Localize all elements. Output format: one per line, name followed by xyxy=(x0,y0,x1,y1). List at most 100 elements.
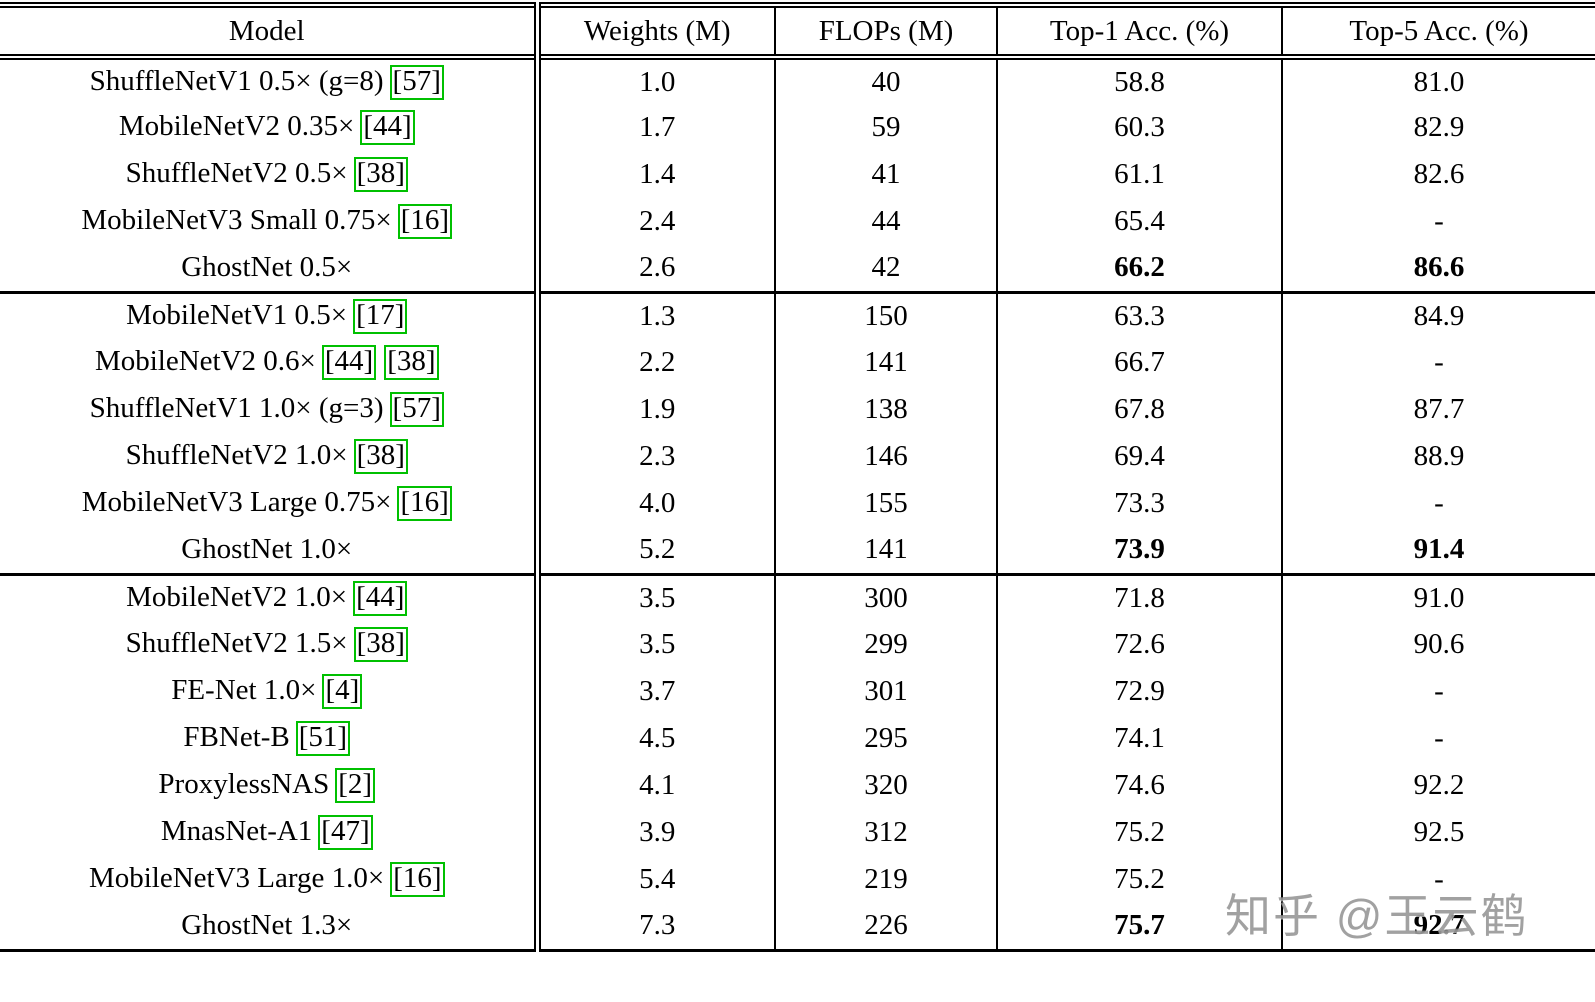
cell-weights: 2.3 xyxy=(537,433,776,480)
cell-top1-accuracy: 72.9 xyxy=(997,668,1283,715)
cell-top5-accuracy: 82.6 xyxy=(1413,158,1465,190)
citation-link[interactable]: [16] xyxy=(397,204,453,239)
cell-top5-accuracy: - xyxy=(1434,722,1444,754)
citation-link[interactable]: [57] xyxy=(389,392,444,427)
cell-model-name: MnasNet-A1 [47] xyxy=(0,809,541,856)
cell-top5-accuracy: 91.4 xyxy=(1413,533,1465,566)
model-name-text: ShuffleNetV2 1.0× xyxy=(125,439,348,471)
table-row: MobileNetV3 Large 0.75× [16] 4.0 155 73.3- xyxy=(0,480,1595,527)
cell-flops: 41 xyxy=(775,151,998,198)
citation-link[interactable]: [16] xyxy=(390,862,445,897)
citation-link[interactable]: [38] xyxy=(384,345,439,380)
model-name-text: FE-Net 1.0× xyxy=(171,674,317,706)
cell-top1-accuracy: 58.8 xyxy=(997,57,1283,104)
model-name-text: ShuffleNetV1 0.5× (g=8) xyxy=(89,64,384,97)
citation-link[interactable]: [47] xyxy=(318,815,373,850)
cell-weights: 1.9 xyxy=(537,386,776,433)
column-header: Top-1 Acc. (%) xyxy=(997,5,1283,57)
citation-link[interactable]: [38] xyxy=(353,439,408,474)
cell-weights: 3.5 xyxy=(537,621,776,668)
header-row: Model Weights (M) FLOPs (M) Top-1 Acc. (%) T… xyxy=(0,5,1595,57)
cell-weights: 7.3 xyxy=(537,903,776,950)
cell-top5-accuracy: 84.9 xyxy=(1413,299,1465,332)
cell-top1-accuracy: 74.6 xyxy=(997,762,1283,809)
cell-model-name: ShuffleNetV1 1.0× (g=3) [57] xyxy=(0,386,541,433)
table-group: MobileNetV2 1.0× [44] 3.5 300 71.8 91.0 Shuffl… xyxy=(0,574,1595,950)
cell-top5-accuracy: 92.2 xyxy=(1413,769,1465,801)
cell-top1-accuracy: 73.3 xyxy=(997,480,1283,527)
cell-weights: 5.2 xyxy=(537,527,776,574)
citation-link[interactable]: [17] xyxy=(353,298,408,334)
model-name-text: GhostNet 1.0× xyxy=(181,533,353,566)
model-name-text: ShuffleNetV2 1.5× xyxy=(125,627,348,659)
cell-top1-accuracy: 66.2 xyxy=(997,245,1283,292)
table-row: MobileNetV2 1.0× [44] 3.5 300 71.8 91.0 xyxy=(0,574,1595,621)
table-row: ShuffleNetV2 0.5× [38] 1.4 41 61.1 82.6 xyxy=(0,151,1595,198)
model-name-text: MobileNetV2 0.6× xyxy=(94,345,316,377)
model-name-text: MnasNet-A1 xyxy=(160,815,313,847)
cell-top5-accuracy: - xyxy=(1434,346,1444,378)
column-header: Weights (M) xyxy=(537,5,776,57)
cell-flops: 150 xyxy=(775,292,998,339)
table-group: MobileNetV1 0.5× [17] 1.3 150 63.3 84.9 Mobile… xyxy=(0,292,1595,574)
cell-weights: 5.4 xyxy=(537,856,776,903)
cell-flops: 138 xyxy=(775,386,998,433)
cell-model-name: GhostNet 1.0× xyxy=(0,527,541,574)
cell-weights: 2.6 xyxy=(537,245,776,292)
citation-link[interactable]: [2] xyxy=(335,768,376,803)
cell-top5-accuracy: 90.6 xyxy=(1413,628,1465,660)
cell-top1-accuracy: 73.9 xyxy=(997,527,1283,574)
citation-link[interactable]: [4] xyxy=(322,674,363,709)
cell-top5-accuracy: 87.7 xyxy=(1413,393,1465,425)
citation-link[interactable]: [38] xyxy=(353,627,408,662)
model-name-text: MobileNetV3 Large 1.0× xyxy=(88,862,385,894)
cell-top1-accuracy: 74.1 xyxy=(997,715,1283,762)
cell-flops: 299 xyxy=(775,621,998,668)
citation-link[interactable]: [44] xyxy=(353,580,408,616)
cell-flops: 146 xyxy=(775,433,998,480)
cell-flops: 40 xyxy=(775,57,998,104)
cell-weights: 4.5 xyxy=(537,715,776,762)
citation-link[interactable]: [44] xyxy=(360,110,415,145)
citation-link[interactable]: [16] xyxy=(397,486,452,521)
table-group: ShuffleNetV1 0.5× (g=8) [57] 1.0 40 58.8 81.0… xyxy=(0,57,1595,292)
citation-link[interactable]: [57] xyxy=(389,64,444,100)
citation-link[interactable]: [38] xyxy=(353,157,408,192)
cell-weights: 3.5 xyxy=(537,574,776,621)
column-header: Top-5 Acc. (%) xyxy=(1349,14,1529,47)
cell-model-name: MobileNetV3 Large 1.0× [16] xyxy=(0,856,541,903)
cell-model-name: ShuffleNetV2 1.0× [38] xyxy=(0,433,541,480)
cell-model-name: FBNet-B [51] xyxy=(0,715,541,762)
cell-top1-accuracy: 65.4 xyxy=(997,198,1283,245)
cell-weights: 3.7 xyxy=(537,668,776,715)
citation-link[interactable]: [51] xyxy=(295,721,351,756)
citation-link[interactable]: [44] xyxy=(321,345,377,380)
table-row: GhostNet 0.5× 2.6 42 66.2 86.6 xyxy=(0,245,1595,292)
cell-top5-accuracy: - xyxy=(1434,487,1444,519)
cell-model-name: FE-Net 1.0× [4] xyxy=(0,668,541,715)
table-row: MobileNetV1 0.5× [17] 1.3 150 63.3 84.9 xyxy=(0,292,1595,339)
cell-top1-accuracy: 75.2 xyxy=(997,809,1283,856)
model-name-text: MobileNetV2 1.0× xyxy=(126,580,348,613)
cell-flops: 226 xyxy=(775,903,998,950)
table-row: GhostNet 1.3× 7.3 226 75.7 92.7 xyxy=(0,903,1595,950)
cell-top1-accuracy: 72.6 xyxy=(997,621,1283,668)
cell-model-name: MobileNetV2 1.0× [44] xyxy=(0,574,541,621)
model-name-text: MobileNetV3 Large 0.75× xyxy=(81,486,392,518)
table-row: ShuffleNetV2 1.0× [38] 2.3 146 69.4 88.9 xyxy=(0,433,1595,480)
table-row: ShuffleNetV2 1.5× [38] 3.5 299 72.6 90.6 xyxy=(0,621,1595,668)
cell-flops: 301 xyxy=(775,668,998,715)
cell-model-name: ShuffleNetV2 1.5× [38] xyxy=(0,621,541,668)
cell-weights: 1.3 xyxy=(537,292,776,339)
cell-top1-accuracy: 67.8 xyxy=(997,386,1283,433)
cell-flops: 219 xyxy=(775,856,998,903)
table-row: ShuffleNetV1 1.0× (g=3) [57] 1.9 138 67.8 87.… xyxy=(0,386,1595,433)
cell-top5-accuracy: - xyxy=(1434,863,1444,895)
cell-model-name: MobileNetV3 Large 0.75× [16] xyxy=(0,480,541,527)
cell-flops: 59 xyxy=(775,104,998,151)
cell-top1-accuracy: 63.3 xyxy=(997,292,1283,339)
cell-top1-accuracy: 69.4 xyxy=(997,433,1283,480)
cell-model-name: ShuffleNetV1 0.5× (g=8) [57] xyxy=(0,57,541,104)
cell-top1-accuracy: 75.2 xyxy=(997,856,1283,903)
table-row: FBNet-B [51] 4.5 295 74.1- xyxy=(0,715,1595,762)
